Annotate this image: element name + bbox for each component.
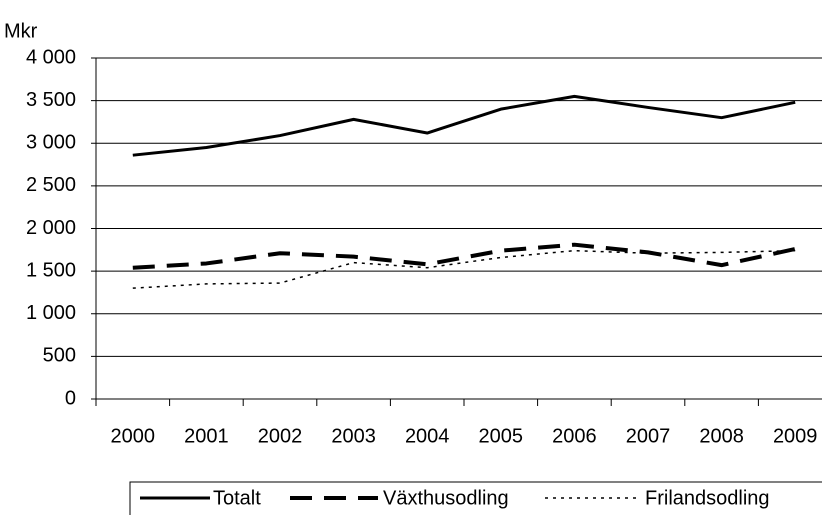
line-series xyxy=(132,94,796,157)
y-tick-label: 2 500 xyxy=(26,174,76,196)
x-tick-label: 2001 xyxy=(184,425,229,447)
legend-label: Frilandsodling xyxy=(645,487,770,509)
y-tick-label: 1 000 xyxy=(26,302,76,324)
legend-box xyxy=(129,481,822,515)
y-axis-label: Mkr xyxy=(4,20,38,42)
x-tick-label: 2003 xyxy=(331,425,376,447)
y-tick-label: 3 000 xyxy=(26,132,76,154)
y-tick-label: 3 500 xyxy=(26,89,76,111)
y-tick-label: 2 000 xyxy=(26,217,76,239)
y-tick-label: 1 500 xyxy=(26,259,76,281)
line-series xyxy=(132,242,796,270)
y-tick-label: 0 xyxy=(65,387,76,409)
x-tick-label: 2006 xyxy=(552,425,597,447)
x-tick-label: 2002 xyxy=(258,425,303,447)
x-tick-label: 2005 xyxy=(479,425,524,447)
legend-label: Växthusodling xyxy=(383,487,509,509)
x-tick-label: 2004 xyxy=(405,425,450,447)
x-tick-label: 2008 xyxy=(699,425,744,447)
y-tick-label: 4 000 xyxy=(26,46,76,68)
line-series xyxy=(132,249,796,289)
legend-label: Totalt xyxy=(213,487,261,509)
x-tick-label: 2009 xyxy=(773,425,818,447)
x-tick-label: 2000 xyxy=(111,425,156,447)
x-tick-label: 2007 xyxy=(626,425,671,447)
y-tick-label: 500 xyxy=(43,345,76,367)
